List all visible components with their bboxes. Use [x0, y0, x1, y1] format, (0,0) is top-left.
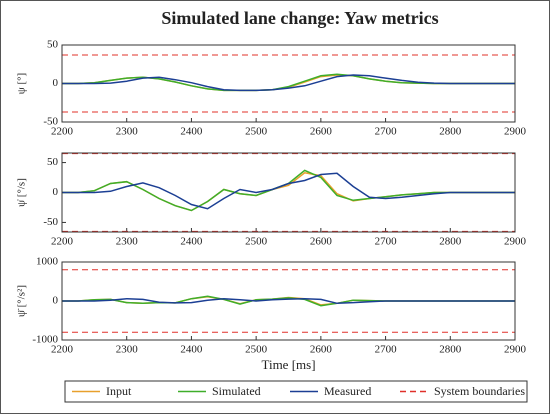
x-tick-label: 2300 [116, 126, 139, 138]
x-tick-label: 2700 [375, 344, 398, 356]
y-tick-label: -50 [43, 216, 58, 228]
x-tick-label: 2400 [180, 344, 203, 356]
legend-label: Measured [324, 384, 371, 398]
y-tick-label: 50 [47, 39, 59, 51]
series-line [62, 74, 515, 92]
x-tick-label: 2400 [180, 236, 203, 248]
y-tick-label: -50 [43, 116, 58, 128]
x-tick-label: 2800 [439, 236, 462, 248]
series-line [62, 172, 515, 210]
plot-box [61, 44, 516, 123]
y-axis-label: ψ [°] [16, 73, 28, 94]
x-tick-label: 2300 [116, 236, 139, 248]
x-axis-label: Time [ms] [261, 357, 315, 372]
y-tick-label: -1000 [32, 334, 58, 346]
x-tick-label: 2900 [504, 126, 527, 138]
x-tick-label: 2500 [245, 236, 268, 248]
x-tick-label: 2600 [310, 344, 333, 356]
x-tick-label: 2500 [245, 344, 268, 356]
y-tick-label: 1000 [36, 256, 59, 268]
x-tick-label: 2800 [439, 344, 462, 356]
x-tick-label: 2500 [245, 126, 268, 138]
x-tick-label: 2200 [51, 126, 74, 138]
x-tick-label: 2400 [180, 126, 203, 138]
plot-box [61, 152, 516, 233]
x-tick-label: 2600 [310, 126, 333, 138]
x-tick-label: 2800 [439, 126, 462, 138]
x-tick-label: 2700 [375, 236, 398, 248]
x-tick-label: 2700 [375, 126, 398, 138]
series-line [62, 297, 515, 305]
y-tick-label: 0 [53, 186, 59, 198]
x-tick-label: 2900 [504, 236, 527, 248]
x-tick-label: 2300 [116, 344, 139, 356]
y-tick-label: 50 [47, 156, 59, 168]
legend-label: System boundaries [434, 384, 525, 398]
plot-box [61, 261, 516, 341]
y-axis-label: ψ̇ [°/s] [16, 178, 28, 207]
x-tick-label: 2200 [51, 236, 74, 248]
y-tick-label: 0 [53, 77, 59, 89]
x-tick-label: 2600 [310, 236, 333, 248]
y-tick-label: 0 [53, 295, 59, 307]
x-tick-label: 2200 [51, 344, 74, 356]
x-tick-label: 2900 [504, 344, 527, 356]
y-axis-label: ψ̈ [°/s²] [16, 285, 28, 317]
legend-label: Simulated [212, 384, 261, 398]
chart-title: Simulated lane change: Yaw metrics [161, 8, 438, 28]
legend-label: Input [106, 384, 132, 398]
